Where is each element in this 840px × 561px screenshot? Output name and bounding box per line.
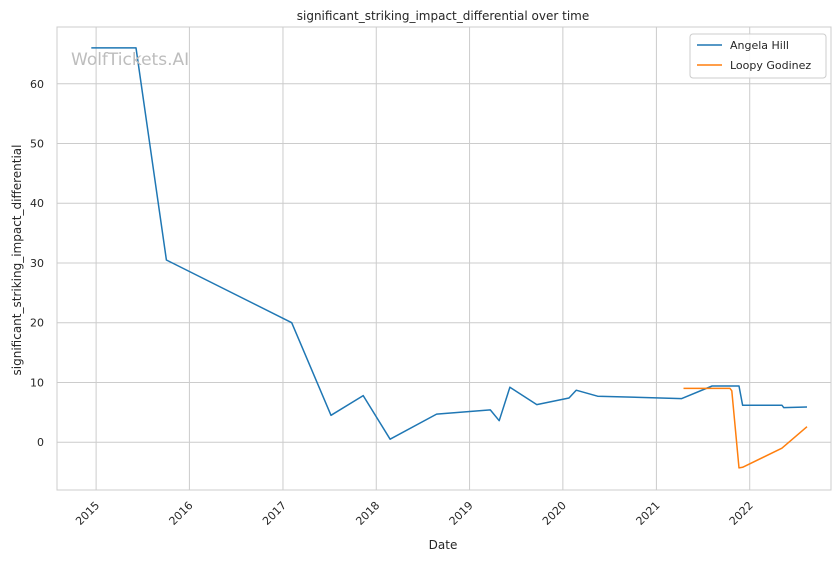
y-tick-label: 30 (30, 257, 44, 270)
chart-title: significant_striking_impact_differential… (297, 9, 589, 23)
y-tick-label: 50 (30, 137, 44, 150)
y-tick-label: 10 (30, 376, 44, 389)
x-axis-title: Date (429, 538, 458, 552)
plot-frame (56, 26, 832, 491)
series-line-angela-hill (91, 47, 808, 440)
series-line-loopy-godinez (683, 387, 808, 469)
y-tick-label: 40 (30, 197, 44, 210)
y-axis-title: significant_striking_impact_differential (10, 145, 24, 376)
legend-label-loopy-godinez: Loopy Godinez (730, 59, 811, 72)
y-tick-label: 0 (37, 436, 44, 449)
y-tick-label: 60 (30, 78, 44, 91)
y-tick-labels: 0 10 20 30 40 50 60 (30, 78, 44, 449)
legend-label-angela-hill: Angela Hill (730, 39, 789, 52)
grid (57, 27, 831, 490)
watermark: WolfTickets.AI (71, 50, 189, 70)
legend-box (689, 33, 827, 79)
series-lines (91, 47, 808, 469)
legend: Angela Hill Loopy Godinez (689, 33, 827, 79)
plot-border (56, 26, 832, 491)
y-tick-label: 20 (30, 317, 44, 330)
